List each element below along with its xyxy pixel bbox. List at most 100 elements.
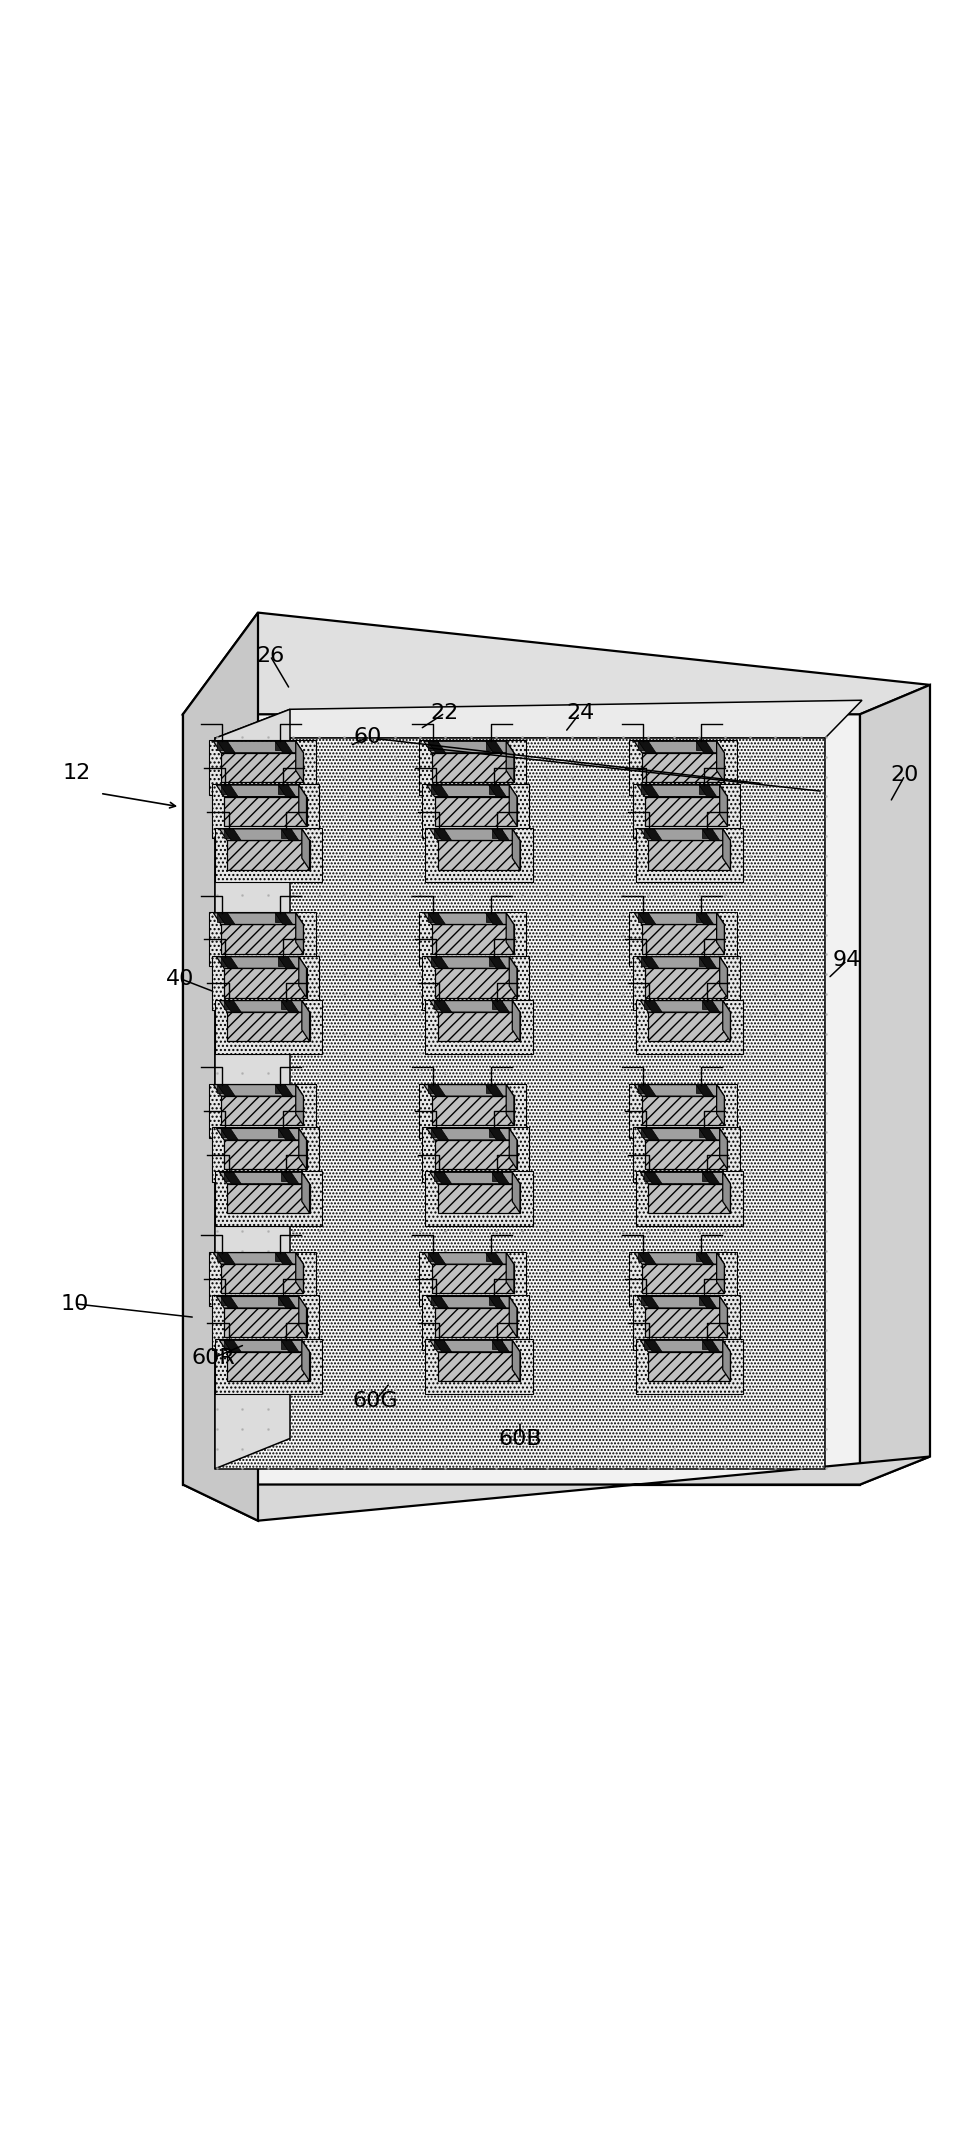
Polygon shape (221, 957, 238, 968)
Polygon shape (281, 829, 291, 837)
Polygon shape (422, 784, 530, 839)
Polygon shape (438, 1183, 520, 1213)
Polygon shape (645, 1173, 662, 1183)
Polygon shape (427, 957, 517, 968)
Polygon shape (720, 1128, 728, 1168)
Polygon shape (224, 1339, 241, 1352)
Polygon shape (275, 912, 285, 921)
Polygon shape (431, 1128, 441, 1136)
Polygon shape (299, 957, 307, 998)
Polygon shape (648, 1183, 731, 1213)
Text: 94: 94 (833, 951, 861, 970)
Polygon shape (642, 925, 725, 953)
Polygon shape (183, 613, 258, 1521)
Polygon shape (278, 786, 289, 795)
Polygon shape (227, 1183, 310, 1213)
Polygon shape (485, 912, 495, 921)
Polygon shape (438, 1012, 520, 1042)
Polygon shape (219, 829, 310, 839)
Polygon shape (275, 741, 285, 750)
Polygon shape (637, 1297, 728, 1307)
Polygon shape (424, 912, 514, 925)
Polygon shape (419, 1252, 527, 1305)
Polygon shape (221, 786, 231, 795)
Polygon shape (278, 957, 289, 965)
Polygon shape (221, 786, 238, 797)
Polygon shape (438, 839, 520, 869)
Polygon shape (281, 1000, 299, 1012)
Polygon shape (629, 912, 737, 965)
Polygon shape (224, 1307, 307, 1337)
Polygon shape (507, 1085, 514, 1126)
Polygon shape (723, 829, 731, 869)
Polygon shape (216, 1128, 307, 1141)
Polygon shape (641, 1000, 731, 1012)
Polygon shape (217, 741, 235, 752)
Polygon shape (632, 955, 740, 1010)
Polygon shape (703, 1000, 720, 1012)
Polygon shape (699, 957, 709, 965)
Polygon shape (224, 797, 307, 827)
Polygon shape (488, 1128, 507, 1141)
Polygon shape (281, 1339, 299, 1352)
Polygon shape (488, 1297, 499, 1305)
Polygon shape (214, 1000, 322, 1053)
Polygon shape (275, 1252, 285, 1262)
Polygon shape (422, 955, 530, 1010)
Polygon shape (217, 1085, 228, 1094)
Polygon shape (645, 1307, 728, 1337)
Polygon shape (639, 1085, 656, 1096)
Polygon shape (434, 829, 444, 837)
Polygon shape (227, 1012, 310, 1042)
Polygon shape (426, 829, 533, 882)
Polygon shape (183, 713, 860, 1485)
Polygon shape (696, 912, 714, 925)
Polygon shape (703, 1000, 712, 1010)
Polygon shape (217, 1252, 228, 1262)
Polygon shape (703, 1173, 712, 1181)
Text: 22: 22 (431, 703, 459, 722)
Polygon shape (696, 1252, 714, 1265)
Polygon shape (295, 1085, 303, 1126)
Text: 10: 10 (61, 1294, 89, 1314)
Polygon shape (224, 1339, 234, 1350)
Polygon shape (434, 1339, 444, 1350)
Polygon shape (183, 1457, 930, 1521)
Polygon shape (717, 1252, 725, 1294)
Polygon shape (492, 1173, 502, 1181)
Polygon shape (492, 1339, 502, 1350)
Polygon shape (431, 1297, 449, 1307)
Text: 26: 26 (256, 645, 284, 666)
Polygon shape (224, 968, 307, 998)
Polygon shape (427, 912, 438, 921)
Polygon shape (299, 1128, 307, 1168)
Polygon shape (696, 912, 706, 921)
Polygon shape (492, 1173, 510, 1183)
Polygon shape (295, 741, 303, 782)
Polygon shape (427, 1085, 446, 1096)
Polygon shape (629, 1083, 737, 1138)
Polygon shape (510, 957, 517, 998)
Polygon shape (424, 1252, 514, 1265)
Polygon shape (720, 957, 728, 998)
Polygon shape (485, 1252, 503, 1265)
Polygon shape (642, 1297, 651, 1305)
Polygon shape (642, 1265, 725, 1294)
Polygon shape (227, 1352, 310, 1382)
Polygon shape (208, 1252, 316, 1305)
Polygon shape (634, 741, 725, 752)
Polygon shape (214, 1339, 322, 1393)
Polygon shape (696, 1085, 706, 1094)
Polygon shape (431, 786, 441, 795)
Polygon shape (211, 1128, 319, 1181)
Polygon shape (645, 1000, 662, 1012)
Polygon shape (215, 709, 290, 1470)
Text: 60: 60 (354, 726, 382, 748)
Polygon shape (696, 1085, 714, 1096)
Polygon shape (641, 1173, 731, 1183)
Polygon shape (636, 829, 743, 882)
Polygon shape (302, 1000, 310, 1042)
Polygon shape (214, 1171, 322, 1226)
Polygon shape (699, 786, 717, 797)
Polygon shape (642, 1128, 659, 1141)
